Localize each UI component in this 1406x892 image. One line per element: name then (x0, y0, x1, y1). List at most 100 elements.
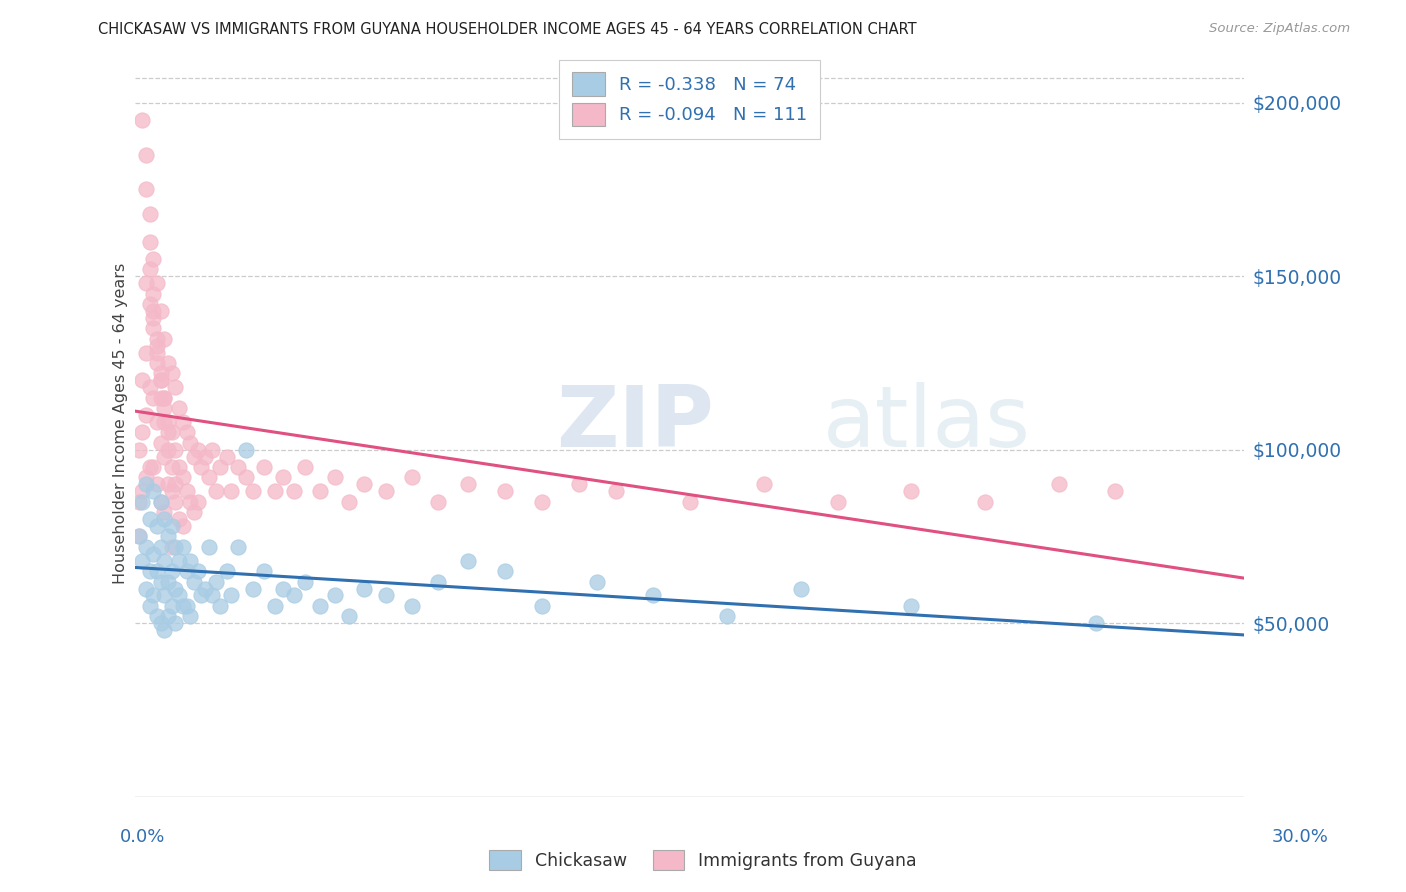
Text: ZIP: ZIP (557, 382, 714, 466)
Point (201, 442, 224, 457)
Point (1047, 477, 1070, 491)
Point (153, 450, 176, 464)
Point (219, 484, 242, 499)
Point (167, 554, 190, 568)
Point (167, 589, 190, 603)
Point (187, 495, 209, 509)
Point (974, 495, 997, 509)
Point (242, 484, 264, 499)
Point (197, 470, 219, 484)
Point (153, 505, 176, 519)
Point (308, 484, 330, 499)
Point (530, 495, 553, 509)
Point (138, 599, 160, 613)
Point (157, 442, 180, 457)
Point (135, 470, 157, 484)
Point (235, 442, 257, 457)
Point (157, 356, 180, 370)
Point (149, 373, 172, 387)
Point (179, 609, 201, 624)
Point (165, 442, 187, 457)
Text: CHICKASAW VS IMMIGRANTS FROM GUYANA HOUSEHOLDER INCOME AGES 45 - 64 YEARS CORREL: CHICKASAW VS IMMIGRANTS FROM GUYANA HOUS… (98, 22, 917, 37)
Point (149, 616, 172, 631)
Point (375, 484, 398, 499)
Point (135, 477, 157, 491)
Point (605, 484, 627, 499)
Point (194, 582, 217, 596)
Point (135, 540, 157, 554)
Point (208, 599, 231, 613)
Point (153, 623, 176, 637)
Point (160, 484, 183, 499)
Point (271, 470, 294, 484)
Point (172, 540, 194, 554)
Point (142, 484, 165, 499)
Point (149, 391, 172, 405)
Point (157, 574, 180, 589)
Point (165, 380, 187, 394)
Point (494, 484, 516, 499)
Point (201, 589, 224, 603)
Point (401, 470, 423, 484)
Point (165, 582, 187, 596)
Point (530, 599, 553, 613)
Point (641, 589, 664, 603)
Point (142, 547, 165, 561)
Point (586, 574, 609, 589)
Point (294, 460, 316, 475)
Point (157, 415, 180, 429)
Point (253, 564, 276, 578)
Point (264, 484, 287, 499)
Point (235, 470, 257, 484)
Point (167, 512, 190, 526)
Point (294, 574, 316, 589)
Point (138, 207, 160, 221)
Point (457, 477, 479, 491)
Point (217, 564, 239, 578)
Point (160, 460, 183, 475)
Point (138, 297, 160, 311)
Point (427, 495, 450, 509)
Point (135, 408, 157, 422)
Point (172, 415, 194, 429)
Point (149, 304, 172, 318)
Point (165, 616, 187, 631)
Point (165, 495, 187, 509)
Point (153, 401, 176, 415)
Point (128, 529, 150, 543)
Point (157, 529, 180, 543)
Point (153, 391, 176, 405)
Point (228, 540, 250, 554)
Point (457, 554, 479, 568)
Point (135, 148, 157, 162)
Point (160, 425, 183, 440)
Point (142, 321, 165, 335)
Point (176, 425, 198, 440)
Point (900, 599, 922, 613)
Point (131, 425, 153, 440)
Point (271, 582, 294, 596)
Point (146, 345, 169, 359)
Point (142, 589, 165, 603)
Point (142, 460, 165, 475)
Point (337, 609, 360, 624)
Point (142, 310, 165, 325)
Point (217, 450, 239, 464)
Point (197, 540, 219, 554)
Point (153, 332, 176, 346)
Point (135, 182, 157, 196)
Point (153, 589, 176, 603)
Point (138, 235, 160, 249)
Point (138, 460, 160, 475)
Point (153, 512, 176, 526)
Point (138, 512, 160, 526)
Point (138, 262, 160, 277)
Point (183, 505, 205, 519)
Y-axis label: Householder Income Ages 45 - 64 years: Householder Income Ages 45 - 64 years (114, 263, 128, 584)
Point (205, 484, 228, 499)
Point (176, 599, 198, 613)
Point (900, 484, 922, 499)
Point (157, 477, 180, 491)
Point (187, 564, 209, 578)
Point (165, 540, 187, 554)
